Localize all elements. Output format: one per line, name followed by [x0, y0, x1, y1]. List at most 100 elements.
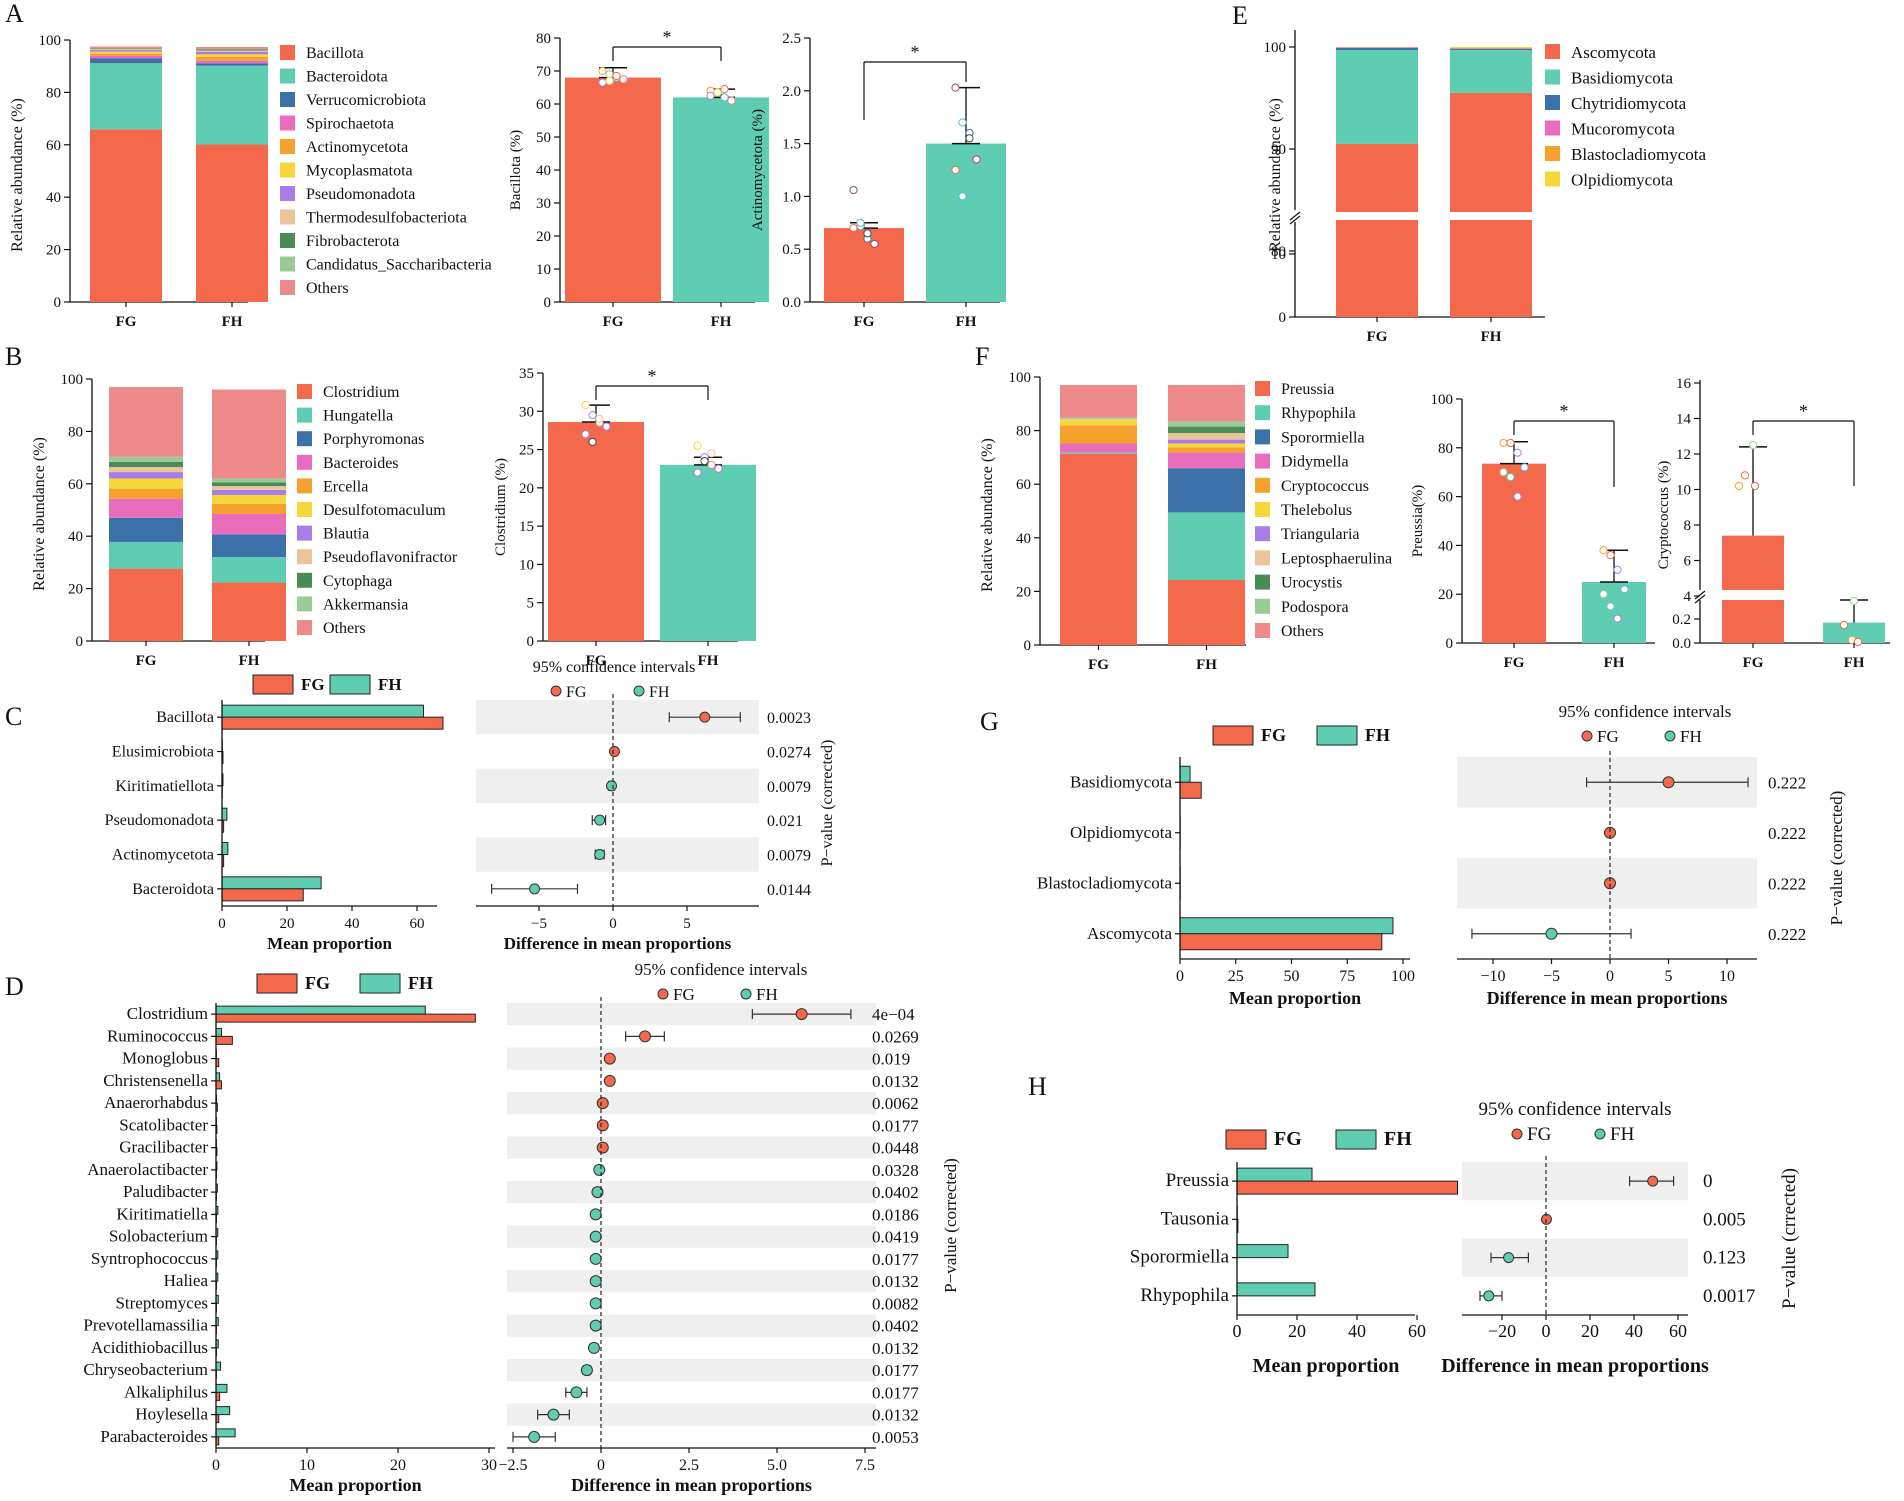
panel-label-H: H	[1028, 1072, 1047, 1101]
bar-segment-Others	[212, 389, 286, 479]
difference-point	[603, 1052, 616, 1065]
legend-swatch	[1255, 623, 1270, 638]
p-value: 0.0079	[767, 848, 811, 865]
ci-legend-title: 95% confidence intervals	[1559, 702, 1732, 721]
legend-entry: Triangularia	[1281, 526, 1360, 543]
bar-segment-Pseudomonadota	[90, 50, 162, 52]
bar-FH	[1582, 582, 1646, 643]
data-point	[693, 441, 702, 450]
y-tick-label: 25	[519, 443, 534, 459]
difference-point	[1647, 1175, 1659, 1187]
data-point	[958, 118, 967, 127]
difference-point	[593, 1163, 606, 1176]
data-point	[707, 460, 716, 469]
ci-legend-FG-marker	[1511, 1128, 1523, 1140]
p-value: 0.0186	[872, 1205, 919, 1224]
bar-segment-Podospora	[1168, 421, 1245, 427]
extended-error-bar-D: Clostridium 4e−04 Ruminococcus 0.0269 Monogl…	[83, 960, 960, 1495]
legend-swatch	[297, 407, 312, 423]
difference-point	[570, 1386, 583, 1399]
x-tick-label: 75	[1339, 968, 1355, 985]
panel-label-A: A	[5, 0, 24, 28]
y-tick-label: 100	[61, 372, 84, 388]
p-value: 0.0132	[872, 1339, 919, 1358]
difference-point	[596, 1119, 609, 1132]
x-tick-label: 0	[212, 1457, 220, 1474]
y-tick-label: 0	[527, 634, 535, 650]
y-tick-label: 16	[1676, 376, 1692, 392]
legend-swatch	[297, 620, 312, 635]
category-label: Haliea	[164, 1271, 209, 1290]
data-point	[602, 422, 611, 431]
y-tick-label: 20	[46, 243, 61, 259]
ci-legend-FH-label: FH	[1680, 727, 1702, 746]
data-point	[707, 449, 716, 458]
category-label: Pseudomonadota	[105, 812, 214, 829]
x-tick-label: FH	[1604, 655, 1625, 671]
row-stripe	[507, 1136, 876, 1159]
y-tick-label: 12	[1676, 447, 1691, 463]
difference-point	[587, 1341, 600, 1354]
p-value: 0.0402	[872, 1317, 919, 1336]
data-point	[863, 229, 872, 238]
bar-segment-Others	[196, 46, 268, 50]
y-tick-label: 100	[1264, 40, 1287, 56]
bar-chart-A2: 0 10 20 30 40 50 60 70 80 Bacillota (%) FG FH *	[508, 27, 769, 330]
data-point	[1620, 585, 1629, 594]
bar-chart-F3: 0.0 0.2 4 6 8 10 12 14 16 Cryptococcus (%) FG FH *	[1656, 376, 1890, 671]
legend-swatch	[1545, 69, 1560, 85]
p-value-axis-title: P−value (crrected)	[1779, 1168, 1800, 1309]
category-label: Olpidiomycota	[1070, 823, 1172, 842]
x-tick-label: 2.5	[679, 1457, 699, 1474]
difference-point	[580, 1364, 593, 1377]
legend-swatch	[280, 92, 295, 107]
x-tick-label: FG	[586, 653, 607, 669]
legend-entry: Bacillota	[306, 45, 364, 62]
bar-FG-Preussia	[1236, 1180, 1458, 1195]
difference-point	[594, 849, 606, 860]
legend-entry: Spirochaetota	[306, 116, 394, 133]
category-label: Parabacteroides	[100, 1427, 208, 1446]
legend-swatch-FG	[1225, 1129, 1267, 1150]
row-stripe	[507, 1181, 876, 1204]
p-value: 0.0177	[872, 1361, 919, 1380]
bar-FG	[565, 77, 661, 302]
y-tick-label: 5	[527, 596, 535, 612]
legend-entry: Verrucomicrobiota	[306, 92, 426, 109]
bar-segment-Preussia	[1168, 580, 1245, 645]
category-label: Streptomyces	[115, 1293, 208, 1312]
bar-segment-Thelebolus	[1168, 443, 1245, 448]
p-value: 0.019	[872, 1050, 910, 1069]
row-stripe	[507, 1092, 876, 1115]
bar-segment-Preussia	[1060, 453, 1137, 645]
x-tick-label: 20	[390, 1457, 406, 1474]
p-value: 0.0023	[767, 710, 811, 727]
category-label: Anaerorhabdus	[104, 1093, 208, 1112]
bar-chart-A3: 0.0 0.5 1.0 1.5 2.0 2.5 Actinomycetota (%) FG FH…	[750, 31, 1006, 330]
legend-swatch	[297, 454, 312, 470]
bar-segment-Didymella	[1168, 452, 1245, 469]
bar-FG-upper	[1722, 535, 1784, 590]
category-label: Prevotellamassilia	[83, 1316, 208, 1335]
bar-FH-Basidiomycota	[1179, 765, 1191, 783]
data-point	[1734, 481, 1744, 491]
bar-segment-Cryptococcus	[1168, 447, 1245, 453]
p-value-axis-title: P−value (corrected)	[819, 740, 836, 867]
y-tick-label: 10	[519, 557, 534, 573]
category-label: Gracilibacter	[119, 1138, 208, 1157]
legend-label-FG: FG	[301, 675, 325, 694]
bar-FH-Pseudomonadota	[221, 807, 228, 821]
ci-legend-FH-marker	[1594, 1128, 1606, 1140]
legend-swatch	[1545, 44, 1560, 59]
x-tick-label: FG	[1367, 329, 1388, 345]
data-point	[972, 155, 981, 164]
legend-swatch	[1255, 453, 1270, 469]
x-tick-label: 60	[1669, 1321, 1687, 1341]
bar-segment-Fibrobacterota	[196, 49, 268, 51]
significance-marker: *	[648, 366, 657, 386]
bar-segment-Akkermansia	[109, 456, 183, 462]
legend-entry: Porphyromonas	[323, 431, 424, 448]
legend-entry: Candidatus_Saccharibacteria	[306, 257, 492, 274]
legend-entry: Didymella	[1281, 454, 1349, 471]
